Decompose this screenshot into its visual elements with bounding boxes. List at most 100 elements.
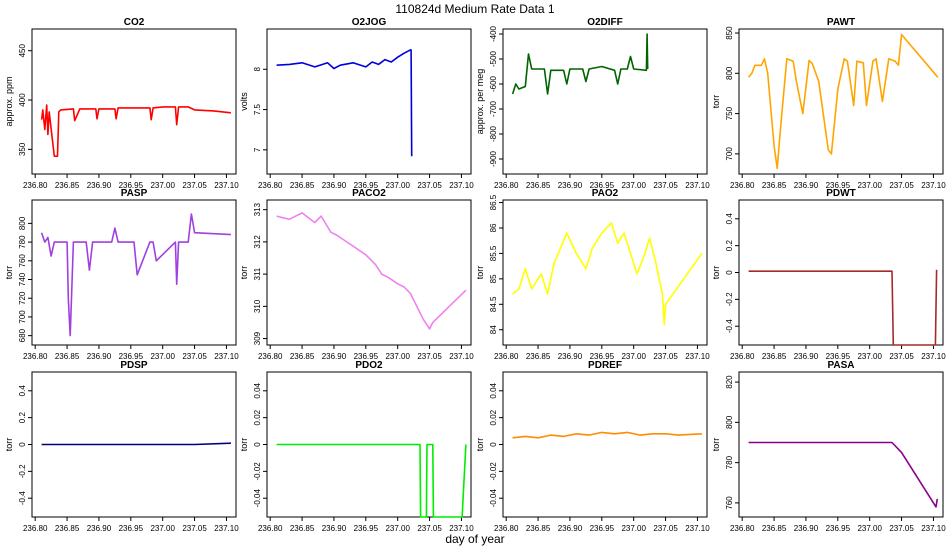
x-tick-label-paco2: 236.80 bbox=[258, 352, 283, 361]
x-tick-label-pdref: 236.85 bbox=[526, 524, 551, 533]
x-tick-label-pasa: 236.80 bbox=[730, 524, 755, 533]
series-line-pasa bbox=[748, 441, 939, 508]
x-tick-label-pdo2: 236.80 bbox=[258, 524, 283, 533]
series-line-pdwt bbox=[748, 269, 938, 346]
x-tick-label-pdwt: 237.00 bbox=[857, 352, 882, 361]
x-tick-label-co2: 236.90 bbox=[87, 181, 112, 190]
y-tick-label-paco2: 312 bbox=[253, 235, 262, 249]
x-tick-label-pao2: 236.95 bbox=[590, 352, 615, 361]
plot-frame-pdwt bbox=[738, 199, 944, 346]
x-tick-label-co2: 237.05 bbox=[182, 181, 207, 190]
panel-paco2: PACO2 236.80 236.85 236.90 236.95 237.00 237.0… bbox=[239, 188, 474, 361]
x-tick-label-pasp: 236.80 bbox=[23, 352, 48, 361]
y-tick-label-paco2: 309 bbox=[253, 331, 262, 345]
y-tick-label-pdwt: 0.2 bbox=[725, 240, 734, 252]
y-tick-label-pdwt: 0 bbox=[725, 270, 734, 275]
y-tick-label-pao2: 86 bbox=[489, 223, 498, 232]
x-tick-label-pdsp: 236.90 bbox=[87, 524, 112, 533]
x-tick-label-o2jog: 236.90 bbox=[322, 181, 347, 190]
y-tick-label-pdwt: -0.2 bbox=[725, 292, 734, 306]
y-tick-label-co2: 350 bbox=[18, 142, 27, 156]
x-tick-label-pdref: 236.95 bbox=[590, 524, 615, 533]
panel-title-pawt: PAWT bbox=[827, 17, 855, 28]
x-tick-label-pawt: 236.85 bbox=[762, 181, 787, 190]
x-tick-label-pasp: 237.00 bbox=[150, 352, 175, 361]
x-tick-label-paco2: 237.05 bbox=[417, 352, 442, 361]
x-tick-label-paco2: 236.85 bbox=[290, 352, 315, 361]
plot-frame-pawt bbox=[738, 28, 944, 175]
x-tick-label-pdref: 237.10 bbox=[685, 524, 710, 533]
panel-title-pdo2: PDO2 bbox=[355, 360, 383, 371]
x-tick-label-pdref: 237.00 bbox=[621, 524, 646, 533]
y-axis-label-co2: approx. ppm bbox=[4, 76, 14, 126]
y-axis-label-pdref: torr bbox=[475, 438, 485, 452]
series-line-pdref bbox=[512, 431, 702, 439]
x-tick-label-pdwt: 236.90 bbox=[794, 352, 819, 361]
x-tick-label-pasa: 236.85 bbox=[762, 524, 787, 533]
y-tick-label-co2: 450 bbox=[18, 43, 27, 57]
y-axis-label-pasp: torr bbox=[4, 266, 14, 280]
y-tick-label-o2diff: -400 bbox=[489, 25, 498, 42]
x-tick-label-pdo2: 237.10 bbox=[449, 524, 474, 533]
y-tick-label-o2diff: -700 bbox=[489, 100, 498, 117]
x-tick-label-pasp: 236.95 bbox=[119, 352, 144, 361]
x-tick-label-pdsp: 237.05 bbox=[182, 524, 207, 533]
y-tick-label-paco2: 311 bbox=[253, 267, 262, 280]
panel-title-paco2: PACO2 bbox=[352, 188, 386, 199]
x-tick-label-pao2: 236.80 bbox=[494, 352, 519, 361]
plot-frame-paco2 bbox=[266, 199, 472, 346]
x-tick-label-pdref: 236.80 bbox=[494, 524, 519, 533]
y-tick-label-pao2: 84 bbox=[489, 325, 498, 334]
y-tick-label-pdsp: 0.4 bbox=[18, 385, 27, 397]
x-tick-label-pasa: 236.90 bbox=[794, 524, 819, 533]
y-tick-label-pdo2: 0.02 bbox=[253, 409, 262, 425]
panel-title-pdref: PDREF bbox=[588, 360, 622, 371]
x-tick-label-o2jog: 237.00 bbox=[385, 181, 410, 190]
y-tick-label-pasp: 700 bbox=[18, 310, 27, 324]
y-tick-label-pawt: 750 bbox=[725, 106, 734, 120]
y-tick-label-pasa: 780 bbox=[725, 455, 734, 469]
x-tick-label-pasp: 236.90 bbox=[87, 352, 112, 361]
y-tick-label-o2diff: -500 bbox=[489, 50, 498, 67]
y-tick-label-o2jog: 7 bbox=[253, 147, 262, 152]
y-tick-label-o2diff: -900 bbox=[489, 150, 498, 167]
y-axis-label-paco2: torr bbox=[239, 266, 249, 280]
y-tick-label-o2jog: 8 bbox=[253, 67, 262, 72]
y-axis-label-pao2: torr bbox=[475, 266, 485, 280]
y-axis-label-pasa: torr bbox=[711, 438, 721, 452]
x-tick-label-o2diff: 236.95 bbox=[590, 181, 615, 190]
panel-title-co2: CO2 bbox=[124, 17, 145, 28]
x-tick-label-pawt: 237.05 bbox=[889, 181, 914, 190]
y-tick-label-pasp: 800 bbox=[18, 216, 27, 230]
x-tick-label-o2diff: 237.05 bbox=[653, 181, 678, 190]
series-line-pasp bbox=[40, 213, 231, 337]
y-tick-label-pdref: 0.04 bbox=[489, 382, 498, 398]
x-tick-label-o2jog: 237.10 bbox=[449, 181, 474, 190]
plot-frame-co2 bbox=[31, 28, 237, 175]
y-tick-label-pawt: 800 bbox=[725, 66, 734, 80]
y-axis-label-o2diff: approx. per meg bbox=[475, 69, 485, 135]
x-tick-label-o2jog: 236.85 bbox=[290, 181, 315, 190]
x-tick-label-pasp: 237.10 bbox=[214, 352, 239, 361]
series-line-paco2 bbox=[276, 212, 467, 330]
x-tick-label-o2jog: 236.95 bbox=[354, 181, 379, 190]
y-tick-label-pawt: 700 bbox=[725, 147, 734, 161]
panel-title-pasa: PASA bbox=[827, 360, 854, 371]
x-tick-label-pdwt: 237.05 bbox=[889, 352, 914, 361]
panel-pdsp: PDSP 236.80 236.85 236.90 236.95 237.00 237.05… bbox=[4, 360, 239, 533]
y-tick-label-pasp: 780 bbox=[18, 235, 27, 249]
y-tick-label-pawt: 850 bbox=[725, 26, 734, 40]
x-tick-label-pdsp: 237.00 bbox=[150, 524, 175, 533]
y-tick-label-pdref: 0 bbox=[489, 442, 498, 447]
x-tick-label-pawt: 236.80 bbox=[730, 181, 755, 190]
x-tick-label-co2: 237.10 bbox=[214, 181, 239, 190]
x-tick-label-pasa: 236.95 bbox=[826, 524, 851, 533]
x-tick-label-pdo2: 236.90 bbox=[322, 524, 347, 533]
x-tick-label-pdo2: 236.85 bbox=[290, 524, 315, 533]
x-tick-label-o2diff: 237.10 bbox=[685, 181, 710, 190]
x-tick-label-pasp: 237.05 bbox=[182, 352, 207, 361]
y-tick-label-pasa: 800 bbox=[725, 415, 734, 429]
panel-title-pao2: PAO2 bbox=[592, 188, 619, 199]
plot-frame-pdref bbox=[502, 371, 708, 518]
